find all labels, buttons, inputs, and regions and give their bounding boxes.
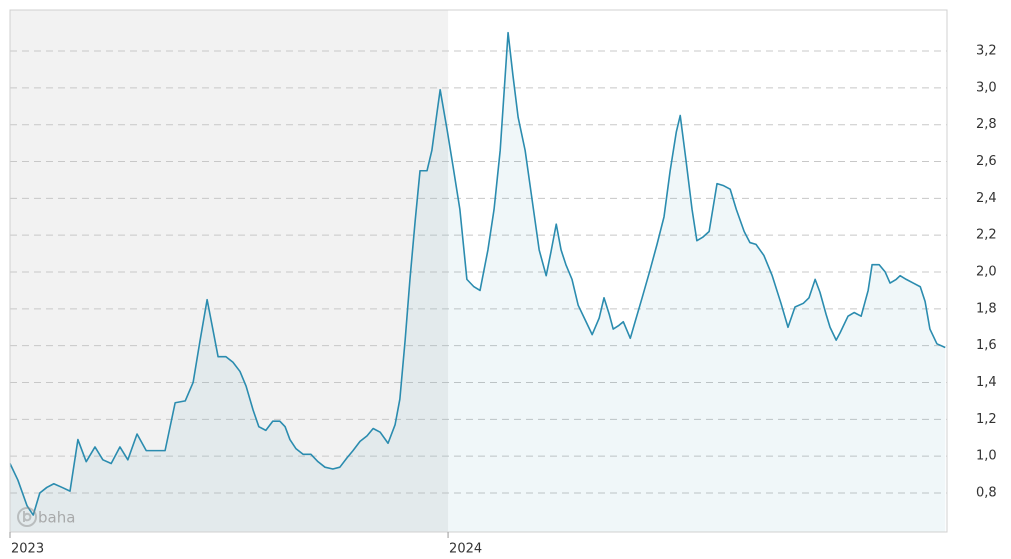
y-tick-label: 2,8: [976, 117, 997, 132]
watermark: baha: [38, 509, 75, 527]
y-tick-label: 3,2: [976, 44, 997, 59]
y-tick-label: 1,6: [976, 338, 997, 353]
x-tick-label: 2024: [449, 542, 482, 557]
shaded-period-layer: [10, 10, 449, 532]
line: [9, 31, 946, 516]
past-period-shade: [10, 10, 449, 532]
logo-circle: [17, 507, 37, 527]
y-tick-label: 1,2: [976, 412, 997, 427]
y-tick-label: 2,4: [976, 191, 997, 206]
axes-layer: 0,8 1,0 1,2 1,4 1,6 1,8 2,0 2,2 2,4 2,6 2,8 3,0 3,2 2…: [9, 44, 997, 557]
area: [10, 32, 946, 533]
x-tick-label: 2023: [11, 542, 44, 557]
y-tick-label: 1,4: [976, 375, 997, 390]
logo-glyph: [23, 511, 32, 522]
y-tick-label: 2,6: [976, 154, 997, 169]
y-tick-label: 2,2: [976, 228, 997, 243]
grid-layer: [10, 50, 947, 494]
plot-border: [9, 9, 948, 533]
marks-layer: [9, 31, 946, 533]
y-tick-label: 3,0: [976, 80, 997, 95]
y-tick-label: 1,0: [976, 449, 997, 464]
watermark-logo: [17, 507, 37, 527]
y-tick-label: 1,8: [976, 301, 997, 316]
y-tick-label: 0,8: [976, 485, 997, 500]
y-tick-label: 2,0: [976, 265, 997, 280]
